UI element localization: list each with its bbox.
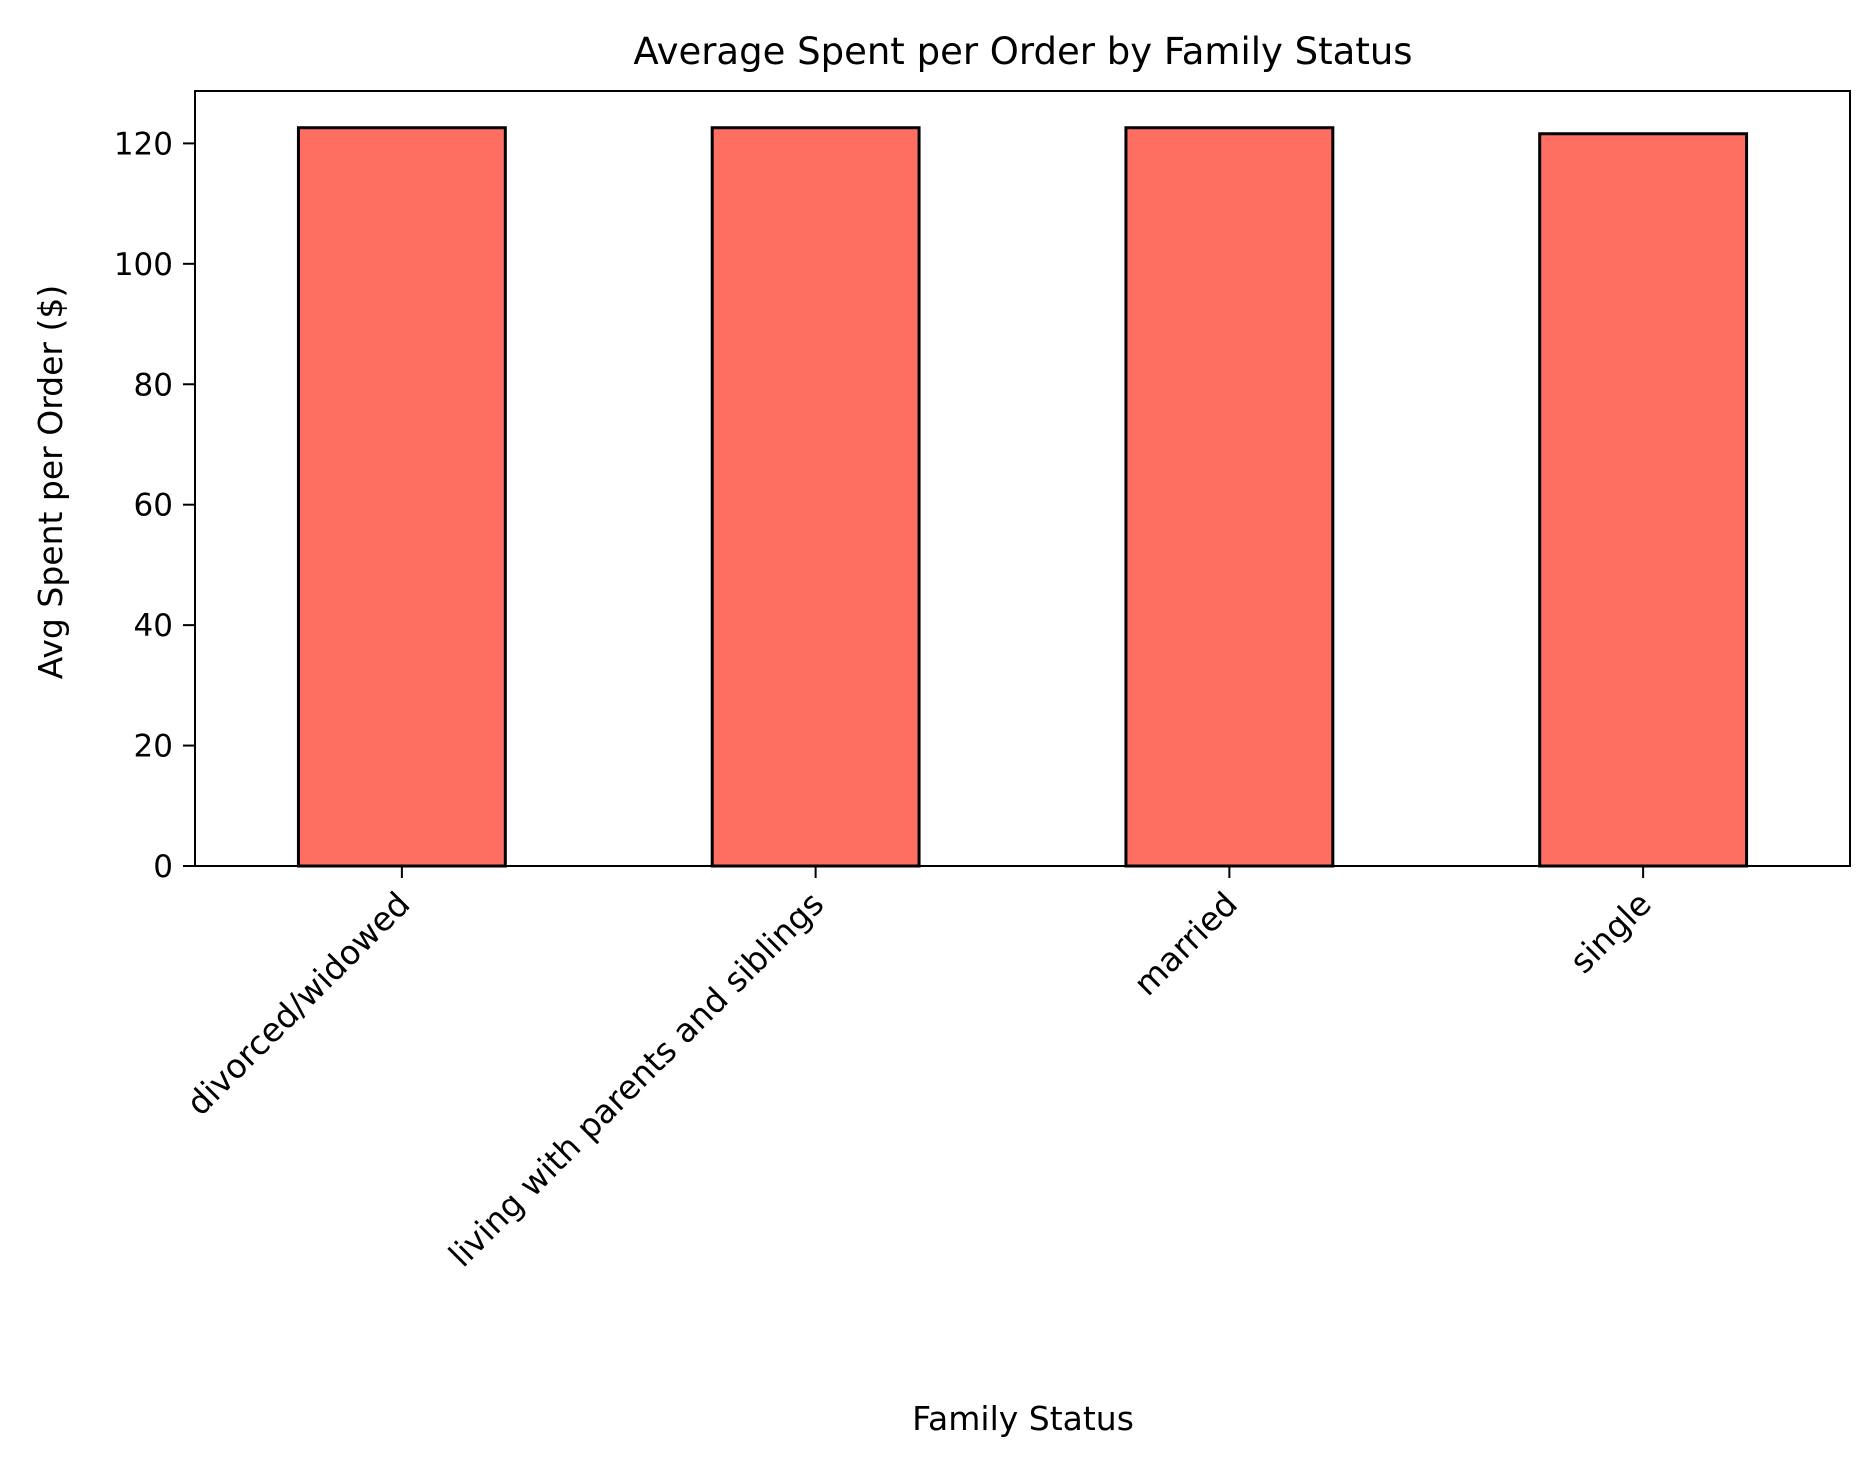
y-tick-label-0: 0 [153,849,173,885]
chart-title: Average Spent per Order by Family Status [633,30,1412,73]
y-tick-label-6: 120 [114,126,173,162]
y-tick-label-4: 80 [134,367,173,403]
bar-2 [1124,126,1335,868]
y-tick-label-5: 100 [114,247,173,283]
bar-1 [710,126,921,868]
x-axis-label: Family Status [912,1399,1134,1438]
x-tick-label-3: single [1562,884,1659,981]
plot-frame [194,90,1851,867]
y-tick-label-3: 60 [134,488,173,524]
y-tick-label-1: 20 [134,729,173,765]
bar-3 [1538,132,1749,868]
bar-0 [296,126,507,868]
x-tick-label-1: living with parents and siblings [441,884,831,1274]
x-tick-label-2: married [1126,884,1245,1003]
chart-marks: 0 20 40 60 80 100 120 divorced/widowed living wi… [114,90,1851,1274]
y-tick-label-2: 40 [134,608,173,644]
x-tick-label-0: divorced/widowed [179,884,418,1123]
y-axis-label: Avg Spent per Order ($) [31,285,70,679]
